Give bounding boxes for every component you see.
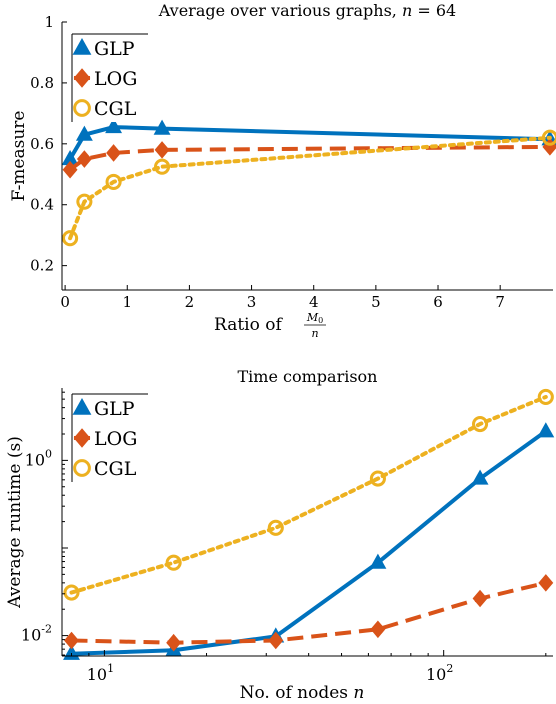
- legend-label-glp: GLP: [94, 398, 135, 420]
- x-axis-label-numerator: M0: [306, 311, 323, 325]
- data-point-log: [64, 631, 79, 650]
- legend-marker-cgl: [73, 459, 91, 477]
- data-point-log: [538, 574, 554, 592]
- y-tick-label: 1: [44, 13, 54, 31]
- legend-marker-glp: [72, 37, 92, 55]
- data-point-log: [268, 631, 284, 650]
- x-tick-label: 102: [426, 662, 453, 684]
- data-point-log: [370, 620, 386, 639]
- x-tick-label: 101: [87, 662, 114, 684]
- data-point-cgl: [63, 584, 80, 601]
- data-point-cgl: [369, 470, 386, 487]
- data-point-glp: [369, 553, 387, 569]
- data-point-cgl: [165, 554, 182, 571]
- legend-label-log: LOG: [94, 428, 137, 450]
- series-line-glp: [71, 429, 547, 656]
- legend: GLP LOG CGL: [71, 33, 148, 122]
- y-axis-label: Average runtime (s): [5, 436, 25, 609]
- data-point-log: [154, 141, 170, 159]
- series-line-log: [68, 144, 550, 172]
- data-point-cgl: [105, 173, 122, 190]
- f-measure-chart: 0 1 2 3 4 5 6 7 0.2 0.4 0.6 0.8 1 Average over variou…: [9, 1, 556, 340]
- data-point-log: [106, 144, 122, 162]
- x-tick-label: 2: [185, 293, 195, 311]
- data-point-glp: [105, 118, 123, 134]
- data-point-glp: [153, 119, 171, 135]
- x-axis-label-denominator: n: [311, 327, 318, 340]
- data-point-glp: [471, 469, 489, 485]
- data-point-cgl: [76, 193, 93, 210]
- data-point-cgl: [537, 388, 554, 405]
- y-tick-label: 0.8: [30, 74, 54, 92]
- x-tick-label: 4: [309, 293, 319, 311]
- chart-title: Average over various graphs, n = 64: [158, 1, 456, 20]
- x-tick-label: 1: [122, 293, 132, 311]
- x-tick-label: 6: [433, 293, 443, 311]
- y-tick-label: 100: [25, 447, 52, 469]
- data-point-cgl: [62, 230, 79, 247]
- data-point-log: [166, 633, 182, 652]
- x-tick-label: 3: [247, 293, 257, 311]
- data-point-log: [76, 150, 92, 168]
- series-line-log: [71, 580, 547, 645]
- x-tick-label: 0: [60, 293, 70, 311]
- legend: GLP LOG CGL: [71, 393, 148, 482]
- runtime-chart: 101 102 10-2 100 Time comparison Average runt…: [5, 367, 555, 703]
- x-axis-label: No. of nodes n: [240, 683, 365, 703]
- series-line-cgl: [69, 394, 548, 595]
- data-point-cgl: [267, 519, 284, 536]
- y-tick-label: 10-2: [21, 623, 52, 645]
- legend-label-glp: GLP: [94, 38, 135, 60]
- x-tick-label: 7: [495, 293, 505, 311]
- legend-marker-glp: [72, 397, 92, 415]
- legend-label-cgl: CGL: [94, 458, 137, 480]
- legend-label-log: LOG: [94, 68, 137, 90]
- data-point-glp: [537, 422, 555, 438]
- data-point-cgl: [471, 415, 489, 433]
- y-tick-label: 0.4: [30, 196, 54, 214]
- y-tick-label: 0.2: [30, 257, 54, 275]
- y-axis-label: F-measure: [9, 111, 29, 202]
- y-tick-label: 0.6: [30, 135, 54, 153]
- data-point-glp: [75, 125, 93, 141]
- data-point-cgl: [154, 158, 171, 175]
- legend-label-cgl: CGL: [94, 98, 137, 120]
- x-axis-label: Ratio of: [214, 315, 283, 335]
- legend-marker-cgl: [73, 99, 91, 117]
- data-point-cgl: [541, 129, 556, 146]
- data-point-log: [62, 160, 78, 179]
- x-tick-label: 5: [371, 293, 381, 311]
- series-line-cgl: [68, 135, 552, 241]
- data-point-log: [472, 589, 488, 608]
- chart-title: Time comparison: [238, 367, 378, 386]
